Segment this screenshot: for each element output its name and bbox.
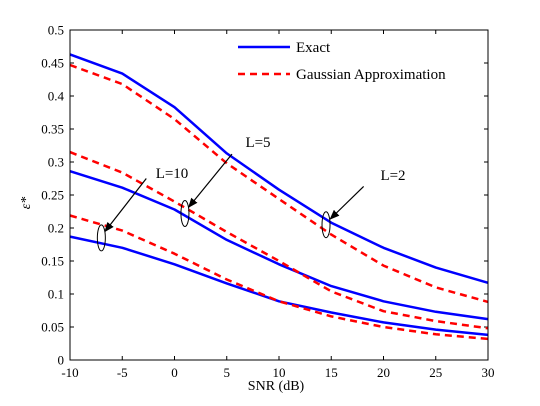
annotation-label: L=5: [245, 135, 270, 151]
y-tick-label: 0.05: [41, 320, 64, 335]
annotation-label: L=10: [156, 166, 189, 182]
series-line-l10-exact: [69, 235, 489, 337]
x-axis-label: SNR (dB): [248, 379, 305, 394]
annotation-ellipse: [180, 199, 190, 227]
series-line-l5-gaussian: [69, 150, 489, 330]
annotation-ellipse: [96, 224, 106, 252]
legend-label-gaussian: Gaussian Approximation: [296, 67, 446, 83]
plot-lines: [69, 53, 489, 341]
plot-frame: [69, 29, 489, 361]
series-line-l2-gaussian: [69, 63, 489, 304]
annotation-arrow: [104, 178, 147, 233]
x-tick-label: 20: [377, 365, 390, 380]
y-tick-label: 0.1: [48, 287, 64, 302]
x-tick-label: 15: [325, 365, 338, 380]
x-tick-label: 30: [482, 365, 495, 380]
annotations: L=2 L=5 L=10: [96, 135, 406, 252]
x-tick-label: -10: [61, 365, 78, 380]
axis-ticks: -10 -5 0 5 10 15 20 25 30 0 0.05 0.1 0.15 0.2 0.25 0.3 0…: [41, 23, 494, 381]
y-tick-label: 0.15: [41, 254, 64, 269]
x-tick-label: 5: [224, 365, 231, 380]
annotation-arrow: [188, 153, 233, 208]
y-tick-label: 0.45: [41, 56, 64, 71]
annotation-label: L=2: [380, 168, 405, 184]
y-tick-label: 0.3: [48, 155, 64, 170]
legend-label-exact: Exact: [296, 40, 331, 56]
y-tick-label: 0.35: [41, 122, 64, 137]
series-line-l2-exact: [69, 53, 489, 285]
y-axis-label: ε*: [19, 197, 34, 210]
legend: Exact Gaussian Approximation: [238, 40, 446, 83]
annotation-arrow: [329, 185, 365, 220]
y-tick-label: 0.4: [48, 89, 65, 104]
series-line-l10-gaussian: [69, 214, 489, 341]
x-tick-label: 25: [429, 365, 442, 380]
series-line-l5-exact: [69, 170, 489, 321]
y-tick-label: 0.2: [48, 221, 64, 236]
x-tick-label: 0: [171, 365, 178, 380]
annotation-ellipse: [321, 211, 331, 239]
y-tick-label: 0.25: [41, 188, 64, 203]
x-tick-label: -5: [117, 365, 128, 380]
y-tick-label: 0.5: [48, 23, 64, 38]
y-tick-label: 0: [58, 353, 65, 368]
x-tick-label: 10: [273, 365, 286, 380]
